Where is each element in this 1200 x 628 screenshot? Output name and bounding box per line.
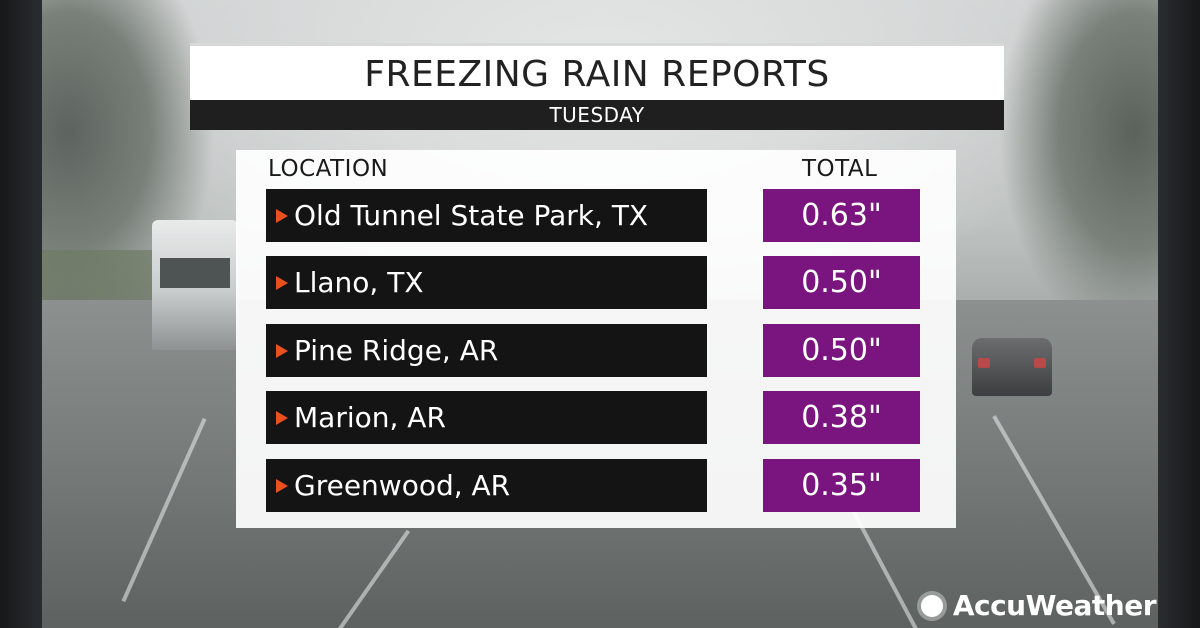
car-taillight (1034, 358, 1046, 368)
arrow-icon (276, 410, 288, 425)
page-subtitle: TUESDAY (549, 103, 645, 127)
brand-logo: AccuWeather (920, 589, 1157, 622)
brand-name: AccuWeather (952, 589, 1157, 622)
total-box: 0.35" (763, 459, 920, 512)
car (972, 338, 1052, 396)
total-box: 0.50" (763, 256, 920, 309)
total-box: 0.50" (763, 324, 920, 377)
total-value: 0.50" (801, 333, 882, 368)
column-header-total: TOTAL (802, 156, 878, 182)
truck-windshield (160, 258, 230, 288)
total-value: 0.50" (801, 265, 882, 300)
location-label: Llano, TX (294, 266, 424, 299)
left-border (0, 0, 42, 628)
column-header-location: LOCATION (268, 156, 389, 182)
arrow-icon (276, 343, 288, 358)
location-label: Pine Ridge, AR (294, 334, 499, 367)
location-row: Old Tunnel State Park, TX (266, 189, 707, 242)
location-label: Old Tunnel State Park, TX (294, 199, 649, 232)
sun-logo-icon (920, 594, 943, 617)
arrow-icon (276, 208, 288, 223)
arrow-icon (276, 275, 288, 290)
car-taillight (978, 358, 990, 368)
total-value: 0.35" (801, 468, 882, 503)
location-row: Greenwood, AR (266, 459, 707, 512)
truck (152, 220, 238, 350)
location-row: Pine Ridge, AR (266, 324, 707, 377)
lane-line (337, 529, 411, 628)
location-label: Marion, AR (294, 401, 446, 434)
page-title: FREEZING RAIN REPORTS (364, 54, 830, 95)
total-box: 0.63" (763, 189, 920, 242)
title-banner: FREEZING RAIN REPORTS (190, 43, 1004, 103)
lane-line (121, 417, 207, 603)
location-row: Llano, TX (266, 256, 707, 309)
location-label: Greenwood, AR (294, 469, 511, 502)
total-box: 0.38" (763, 391, 920, 444)
right-border (1158, 0, 1200, 628)
location-row: Marion, AR (266, 391, 707, 444)
subtitle-banner: TUESDAY (190, 100, 1004, 130)
total-value: 0.38" (801, 400, 882, 435)
total-value: 0.63" (801, 198, 882, 233)
arrow-icon (276, 478, 288, 493)
